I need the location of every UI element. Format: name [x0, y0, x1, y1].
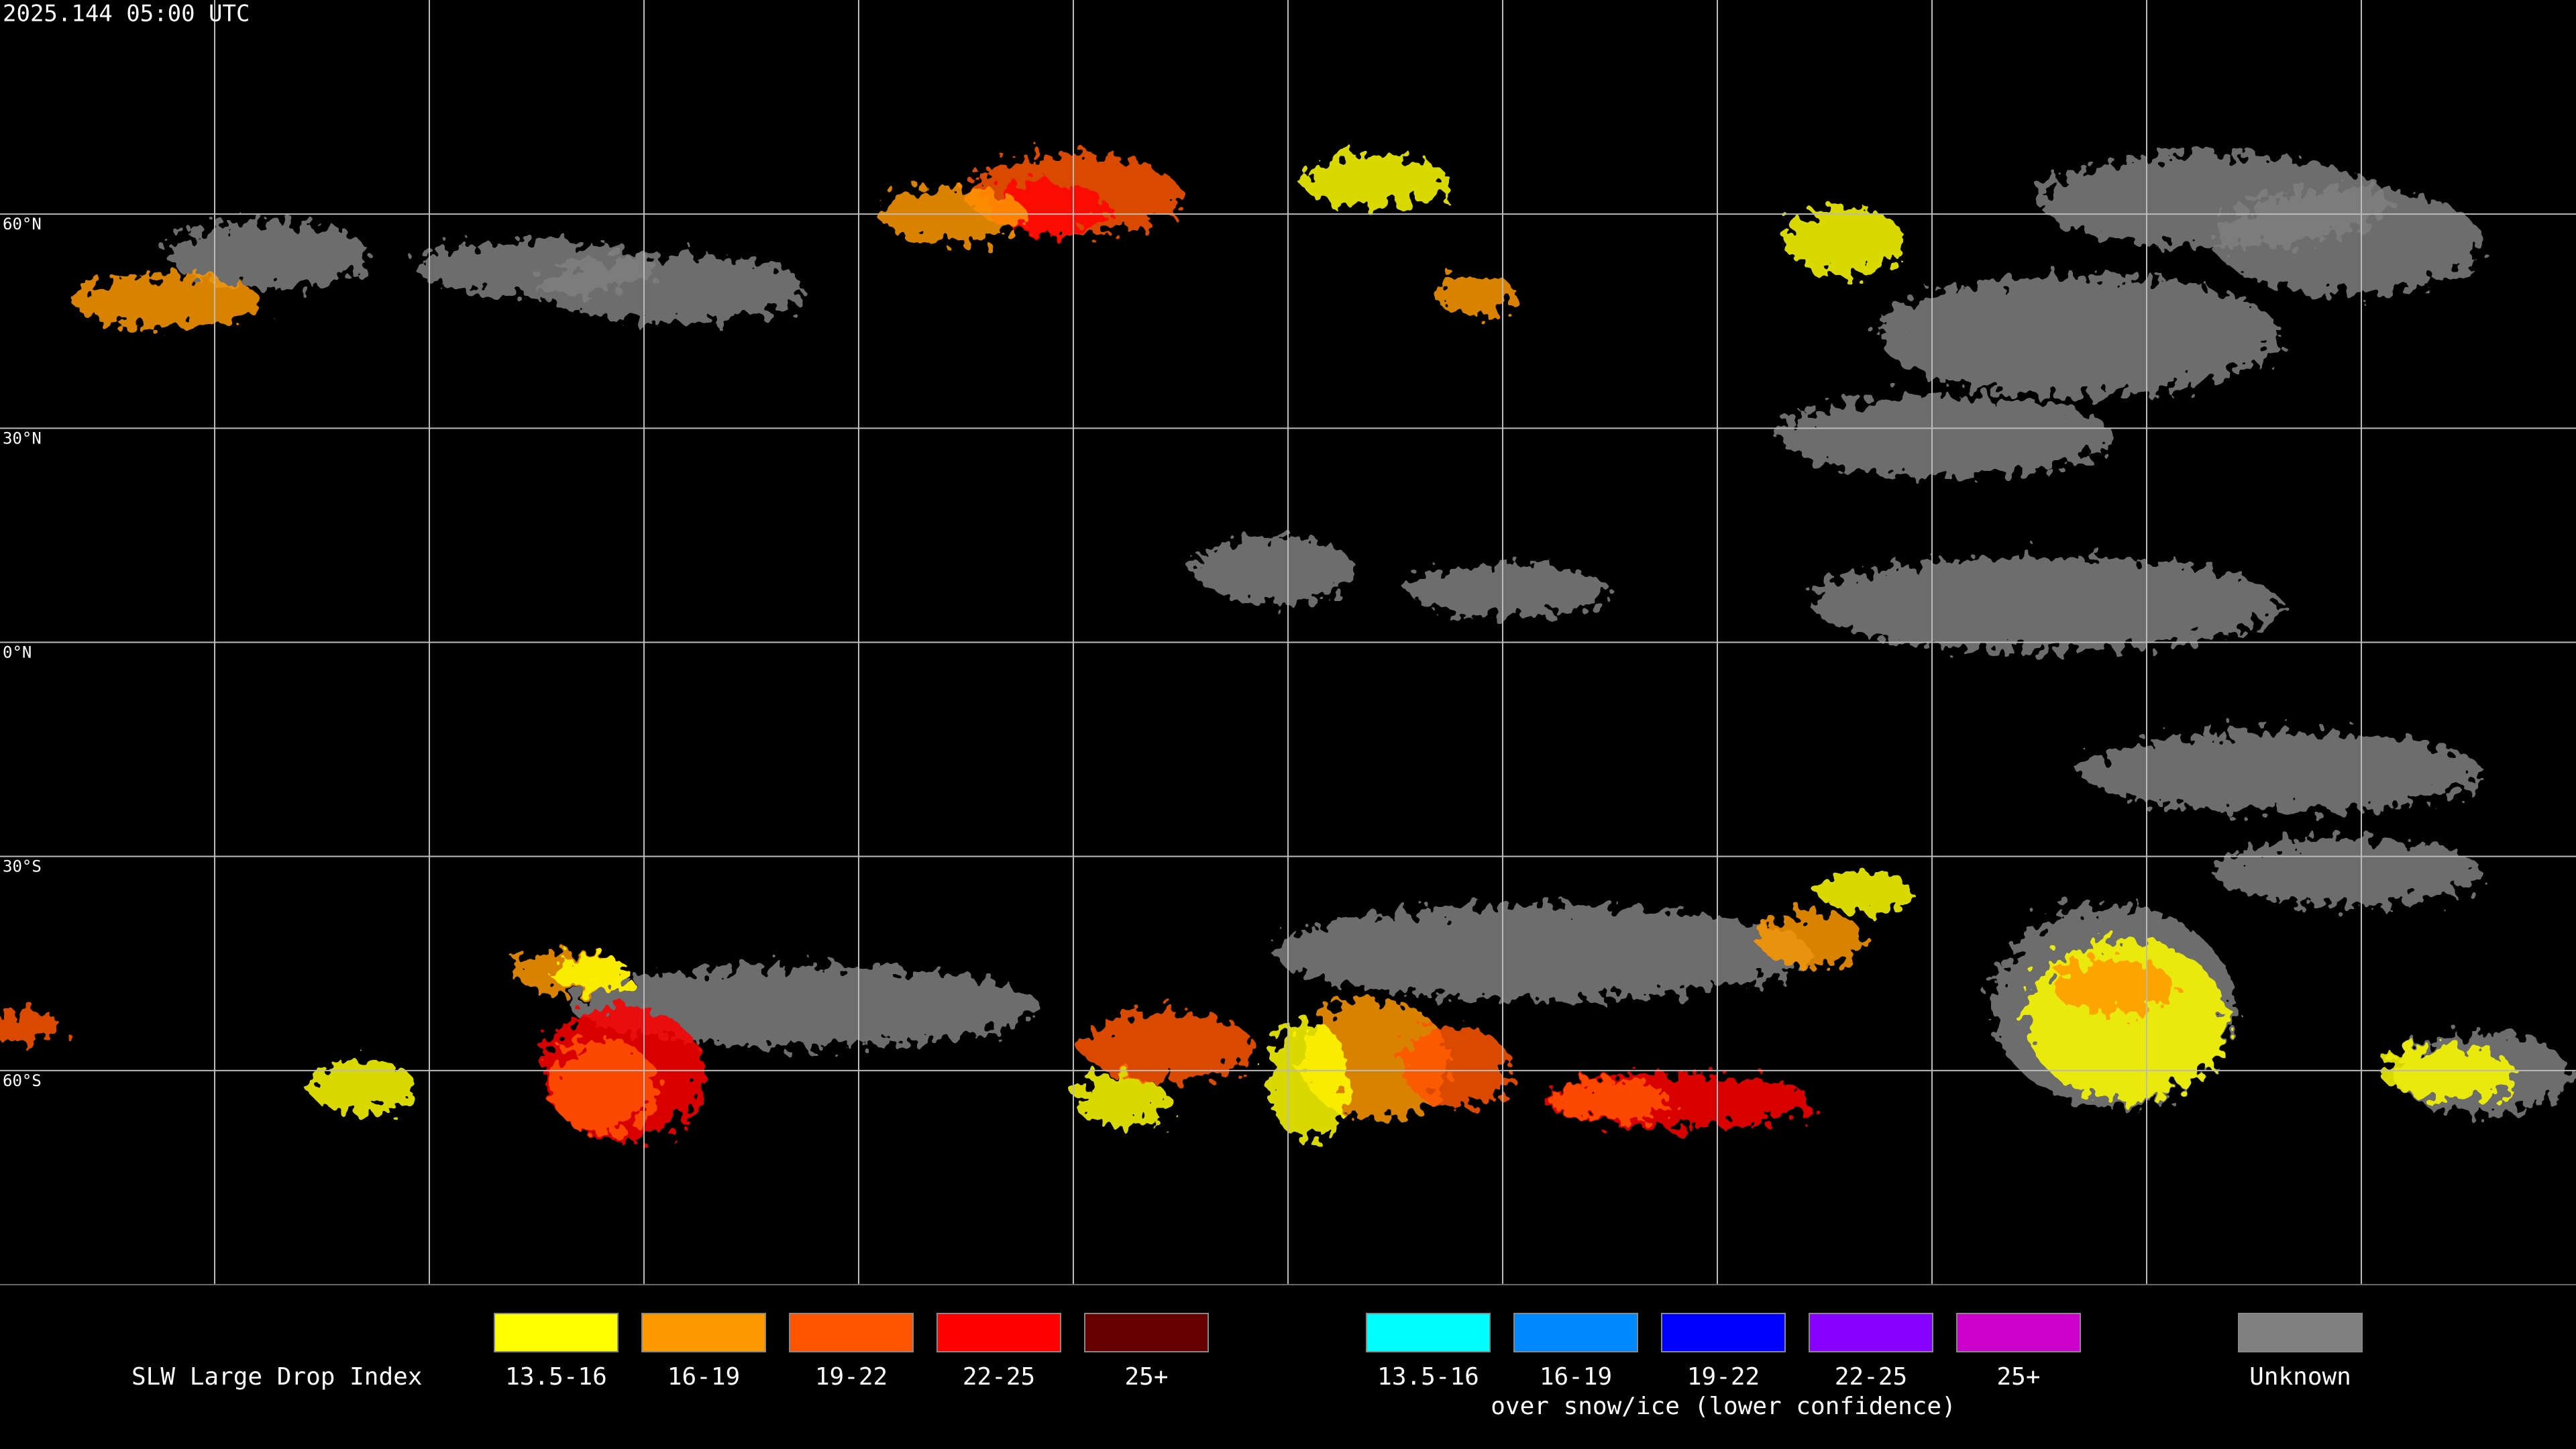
cloud-patch [74, 275, 262, 329]
legend-swatch [2238, 1313, 2363, 1352]
legend-label: 19-22 [1687, 1363, 1760, 1391]
cloud-patch [2214, 839, 2482, 906]
legend-label: 25+ [1124, 1363, 1168, 1391]
legend-label: 25+ [1996, 1363, 2040, 1391]
cloud-patch [570, 966, 1040, 1046]
cloud-patch [1402, 1026, 1509, 1107]
legend-title: SLW Large Drop Index [131, 1363, 422, 1391]
legend-label: 22-25 [963, 1363, 1035, 1391]
legend-swatch [789, 1313, 914, 1352]
legend-swatch [641, 1313, 766, 1352]
legend-swatch [1366, 1313, 1491, 1352]
cloud-patch [1550, 1080, 1670, 1120]
legend-label: 13.5-16 [1377, 1363, 1479, 1391]
legend-swatch [1513, 1313, 1638, 1352]
legend-label: 16-19 [667, 1363, 740, 1391]
cloud-patch [1818, 872, 1912, 912]
legend-swatch [1084, 1313, 1209, 1352]
cloud-patch [1194, 537, 1355, 604]
legend-label: 22-25 [1835, 1363, 1907, 1391]
cloud-patch [550, 956, 631, 989]
latitude-label: 30°S [3, 857, 42, 876]
cloud-patch [1073, 1073, 1167, 1127]
cloud-patch [1436, 275, 1516, 315]
legend-label: Unknown [2249, 1363, 2351, 1391]
cloud-patch [168, 221, 369, 288]
cloud-patch [2080, 731, 2482, 812]
legend-swatch [1661, 1313, 1786, 1352]
graticule [0, 0, 2576, 1285]
legend-swatch [1956, 1313, 2081, 1352]
legend-caption: over snow/ice (lower confidence) [1491, 1393, 1956, 1420]
latitude-label: 60°S [3, 1071, 42, 1090]
cloud-patch [550, 1040, 657, 1134]
legend-swatch [1809, 1313, 1933, 1352]
timestamp: 2025.144 05:00 UTC [3, 1, 250, 28]
cloud-patch [1301, 154, 1449, 208]
cloud-patch [1758, 912, 1865, 966]
cloud-patch [1268, 1020, 1348, 1140]
cloud-patch [1878, 275, 2281, 396]
legend-label: 13.5-16 [505, 1363, 607, 1391]
legend: 13.5-16 16-19 19-22 22-25 25+ 13.5-16 16-19 19-… [494, 1313, 2363, 1420]
cloud-patch [2381, 1046, 2516, 1100]
cloud-patch [0, 1010, 60, 1043]
cloud-patch [1275, 906, 1811, 1000]
legend-label: 16-19 [1540, 1363, 1612, 1391]
latitude-label: 60°N [3, 215, 42, 233]
cloud-patch [1784, 208, 1905, 275]
cloud-patch [416, 241, 657, 295]
cloud-patch [2053, 959, 2174, 1013]
latitude-label: 0°N [3, 643, 32, 662]
legend-swatch [494, 1313, 619, 1352]
cloud-patch [1778, 396, 2113, 476]
cloud-patch [1080, 1013, 1254, 1080]
cloud-patch [1409, 564, 1610, 617]
legend-label: 19-22 [815, 1363, 888, 1391]
legend-swatch [936, 1313, 1061, 1352]
cloud-patch [2214, 188, 2482, 295]
cloud-patch [309, 1060, 416, 1114]
latitude-label: 30°N [3, 429, 42, 447]
cloud-patch [1811, 557, 2281, 651]
